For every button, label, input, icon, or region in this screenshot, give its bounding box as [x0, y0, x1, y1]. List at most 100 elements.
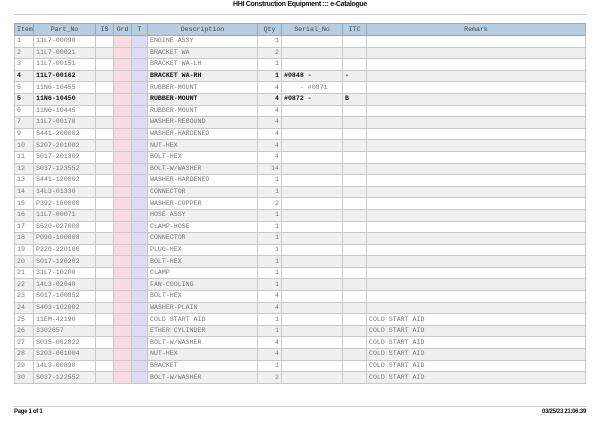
cell-part-no: 11N6-10455 — [33, 81, 96, 94]
cell-qty: 1 — [257, 208, 282, 222]
table-row[interactable]: 28 S203-061004 NUT-HEX 4 COLD START AID — [14, 348, 586, 361]
cell-ord — [113, 185, 132, 199]
parts-table: Item Part_No IS Ord T Description Qty Serial_No… — [14, 23, 586, 384]
table-row[interactable]: 1 11L7-00090 ENGINE ASSY 1 — [14, 35, 586, 48]
cell-description: CLAMP — [147, 266, 258, 280]
table-row[interactable]: 27 S035-062022 BOLT-W/WASHER 4 COLD START AI… — [14, 336, 586, 350]
cell-is — [95, 255, 114, 268]
cell-description: BOLT-W/WASHER — [147, 336, 258, 350]
cell-remark — [366, 150, 586, 164]
table-row[interactable]: 7 11L7-00170 WASHER-REBOUND 4 — [14, 116, 586, 129]
column-header-itc[interactable]: ITC — [342, 23, 367, 36]
cell-t — [131, 185, 148, 199]
column-header-part-no[interactable]: Part_No — [33, 23, 96, 36]
page-title: HHI Construction Equipment ::: e-Catalog… — [232, 1, 367, 8]
cell-item: 16 — [14, 208, 34, 222]
cell-itc — [342, 232, 367, 245]
cell-itc — [342, 174, 367, 187]
table-row[interactable]: 17 S520-027000 CLAMP-HOSE 1 — [14, 220, 586, 234]
table-row[interactable]: 6 11N6-10445 RUBBER-MOUNT 4 — [14, 104, 586, 118]
cell-qty: 4 — [257, 92, 282, 106]
cell-serial-no: - #0871 — [281, 81, 343, 94]
cell-ord — [113, 69, 132, 83]
table-row[interactable]: 13 S441-120002 WASHER-HARDENED 1 — [14, 174, 586, 187]
cell-item: 3 — [14, 58, 34, 71]
cell-serial-no: #0872 - — [281, 92, 343, 106]
table-row[interactable]: 5 11N6-10450 RUBBER-MOUNT 4 #0872 -B — [14, 92, 586, 106]
cell-description: WASHER-PLAIN — [147, 301, 258, 315]
table-row[interactable]: 21 31L7-10200 CLAMP 1 — [14, 266, 586, 280]
column-header-ord[interactable]: Ord — [113, 23, 132, 36]
cell-part-no: 14L3-00890 — [33, 359, 96, 373]
cell-item: 26 — [14, 324, 34, 338]
table-row[interactable]: 10 S207-201002 NUT-HEX 4 — [14, 139, 586, 152]
table-row[interactable]: 2 11L7-00021 BRACKET WA 2 — [14, 46, 586, 60]
column-header-t[interactable]: T — [131, 23, 148, 36]
column-header-remark[interactable]: Remark — [366, 23, 586, 36]
table-row[interactable]: 16 11L7-00071 HOSE ASSY 1 — [14, 208, 586, 222]
cell-remark — [366, 104, 586, 118]
cell-description: WASHER-HARDENED — [147, 174, 258, 187]
cell-description: PLUG-HEX — [147, 243, 258, 257]
table-row[interactable]: 9 S441-200002 WASHER-HARDENED 4 — [14, 127, 586, 141]
cell-part-no: 14L3-01330 — [33, 185, 96, 199]
table-row[interactable]: 23 S017-100852 BOLT-HEX 4 — [14, 290, 586, 303]
table-row[interactable]: 14 14L3-01330 CONNECTOR 1 — [14, 185, 586, 199]
cell-ord — [113, 232, 132, 245]
table-row[interactable]: 15 P392-180000 WASHER-COPPER 2 — [14, 197, 586, 210]
cell-serial-no — [281, 348, 343, 361]
cell-qty: 1 — [257, 359, 282, 373]
table-row[interactable]: 4 11L7-00162 BRACKET WA-RH 1 #0848 -- — [14, 69, 586, 83]
cell-part-no: 11L7-00071 — [33, 208, 96, 222]
table-row[interactable]: 25 11EM-42190 COLD START AID 1 COLD START AI… — [14, 313, 586, 326]
cell-is — [95, 58, 114, 71]
cell-is — [95, 116, 114, 129]
cell-qty: 2 — [257, 371, 282, 384]
cell-serial-no — [281, 266, 343, 280]
cell-is — [95, 162, 114, 176]
cell-item: 20 — [14, 255, 34, 268]
table-row[interactable]: 29 14L3-00890 BRACKET 1 COLD START AID — [14, 359, 586, 373]
table-row[interactable]: 19 P220-220106 PLUG-HEX 1 — [14, 243, 586, 257]
header-divider — [14, 14, 586, 15]
table-row[interactable]: 20 S017-120202 BOLT-HEX 1 — [14, 255, 586, 268]
cell-itc — [342, 290, 367, 303]
column-header-qty[interactable]: Qty — [257, 23, 282, 36]
table-row[interactable]: 30 S037-122552 BOLT-W/WASHER 2 COLD START AI… — [14, 371, 586, 384]
cell-t — [131, 290, 148, 303]
table-row[interactable]: 11 S017-201302 BOLT-HEX 4 — [14, 150, 586, 164]
cell-ord — [113, 301, 132, 315]
cell-is — [95, 69, 114, 83]
cell-description: CONNECTOR — [147, 185, 258, 199]
table-row[interactable]: 22 14L3-02040 FAN-COOLING 1 — [14, 278, 586, 292]
table-row[interactable]: 12 S037-123552 BOLT-W/WASHER 14 — [14, 162, 586, 176]
column-header-description[interactable]: Description — [147, 23, 258, 36]
cell-t — [131, 313, 148, 326]
table-row[interactable]: 24 S403-102002 WASHER-PLAIN 4 — [14, 301, 586, 315]
cell-item: 18 — [14, 232, 34, 245]
cell-t — [131, 232, 148, 245]
column-header-serial-no[interactable]: Serial_No — [281, 23, 343, 36]
cell-itc — [342, 35, 367, 48]
page-indicator: Page 1 of 1 — [14, 409, 43, 415]
cell-serial-no — [281, 139, 343, 152]
cell-t — [131, 150, 148, 164]
cell-qty: 4 — [257, 150, 282, 164]
cell-ord — [113, 324, 132, 338]
cell-is — [95, 127, 114, 141]
cell-remark — [366, 92, 586, 106]
table-row[interactable]: 3 11L7-00151 BRACKET WA-LH 1 — [14, 58, 586, 71]
cell-ord — [113, 336, 132, 350]
cell-remark — [366, 197, 586, 210]
cell-is — [95, 278, 114, 292]
column-header-item[interactable]: Item — [14, 23, 34, 36]
cell-itc — [342, 313, 367, 326]
table-row[interactable]: 18 P090-100808 CONNECTOR 1 — [14, 232, 586, 245]
cell-remark: COLD START AID — [366, 336, 586, 350]
cell-remark — [366, 69, 586, 83]
column-header-is[interactable]: IS — [95, 23, 114, 36]
table-row[interactable]: 26 3302657 ETHER CYLINDER 1 COLD START AID — [14, 324, 586, 338]
table-row[interactable]: 5 11N6-10455 RUBBER-MOUNT 4 - #0871 — [14, 81, 586, 94]
timestamp: 03/25/23 21:06:39 — [542, 409, 586, 415]
cell-ord — [113, 348, 132, 361]
